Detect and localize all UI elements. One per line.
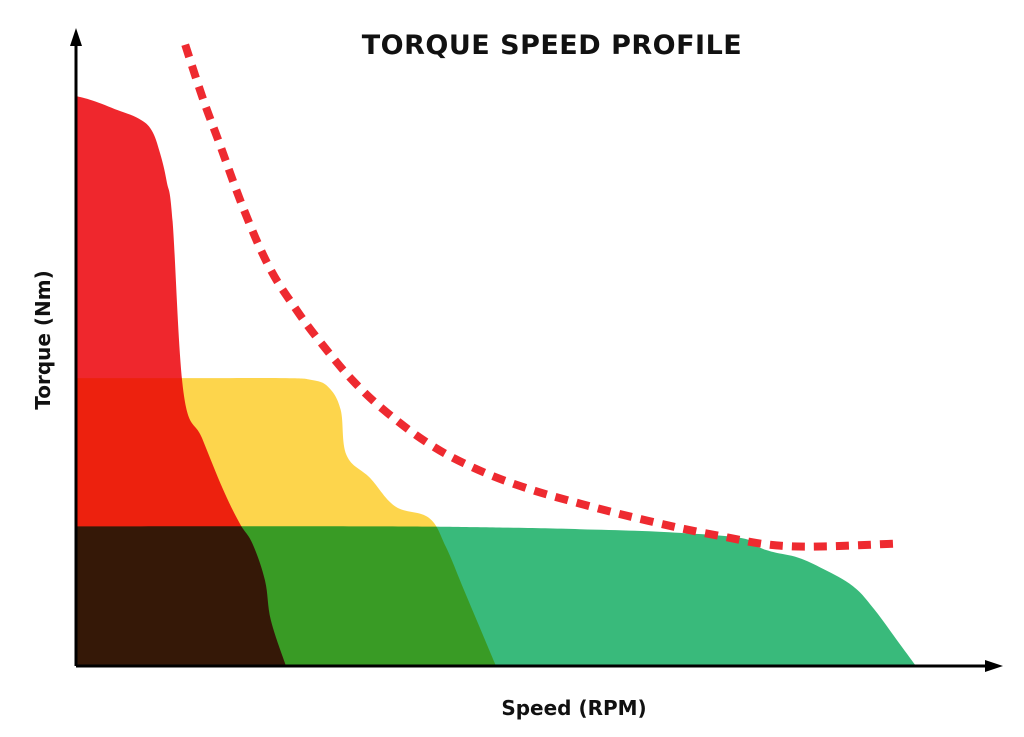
axes-group [70,28,1003,672]
y-axis-arrow-icon [70,28,82,46]
area-series-green [76,526,916,666]
x-axis-arrow-icon [985,660,1003,672]
torque-envelope-dashed-line [181,43,900,551]
x-axis-label: Speed (RPM) [501,696,647,720]
area-series-group [76,96,916,666]
chart-title: TORQUE SPEED PROFILE [361,30,743,61]
y-axis-label: Torque (Nm) [31,270,55,410]
